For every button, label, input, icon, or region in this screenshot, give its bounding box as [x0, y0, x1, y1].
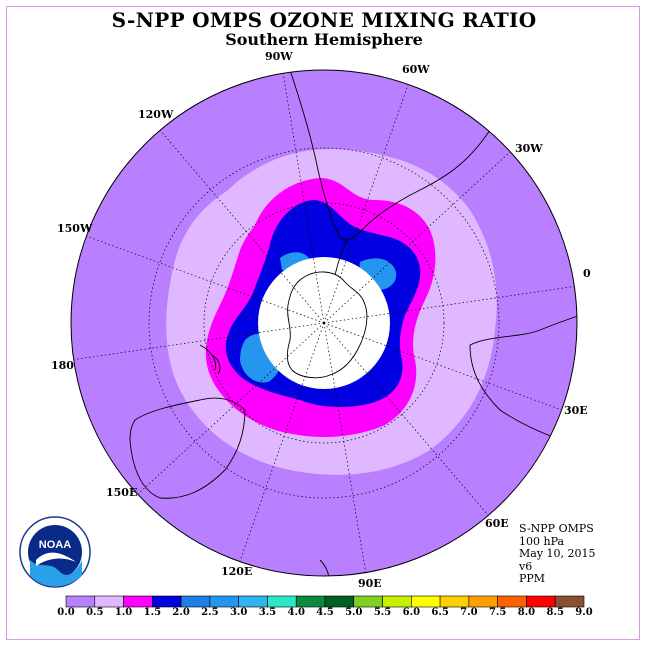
lon-label-120e: 120E	[221, 565, 253, 578]
lon-label-120w: 120W	[138, 108, 174, 121]
lon-label-180: 180	[51, 359, 74, 372]
colorbar-tick-label: 4.0	[287, 607, 305, 618]
colorbar-tick-label: 2.5	[201, 607, 219, 618]
info-date: May 10, 2015	[519, 547, 596, 561]
lon-label-150e: 150E	[106, 486, 138, 499]
islands	[249, 559, 329, 576]
map-title: S-NPP OMPS OZONE MIXING RATIO	[111, 8, 537, 32]
colorbar-tick-label: 2.0	[172, 607, 190, 618]
colorbar-tick-label: 8.5	[546, 607, 564, 618]
lon-label-0: 0	[583, 267, 591, 280]
info-version: v6	[519, 559, 533, 573]
colorbar-tick-label: 6.5	[431, 607, 449, 618]
colorbar-tick-label: 1.0	[114, 607, 133, 618]
map-subtitle: Southern Hemisphere	[225, 30, 423, 49]
map-border	[70, 69, 578, 577]
colorbar-tick-label: 9.0	[575, 607, 593, 618]
colorbar-tick-label: 3.0	[229, 607, 248, 618]
graticule	[71, 71, 577, 575]
lon-label-60e: 60E	[485, 517, 509, 530]
colorbar-tick-label: 7.5	[488, 607, 507, 618]
lon-label-90w: 90W	[265, 50, 293, 63]
colorbar-tick-label: 5.5	[373, 607, 392, 618]
lon-label-60w: 60W	[402, 63, 430, 76]
antarctic-peninsula	[334, 237, 349, 276]
lon-label-30w: 30W	[515, 142, 543, 155]
africa-coast	[469, 315, 577, 346]
colorbar-tick-label: 4.5	[316, 607, 334, 618]
info-units: PPM	[519, 572, 546, 586]
colorbar-tick-label: 0.5	[86, 607, 104, 618]
info-product: S-NPP OMPS	[519, 522, 594, 535]
new-zealand	[199, 344, 221, 375]
colorbar-tick-label: 6.0	[402, 607, 421, 618]
colorbar-tick-label: 8.0	[517, 607, 536, 618]
info-block: S-NPP OMPS 100 hPa May 10, 2015 v6 PPM	[519, 522, 596, 586]
antarctica-coast	[286, 271, 368, 379]
colorbar-tick-label: 3.5	[258, 607, 277, 618]
colorbar-tick-label: 1.5	[143, 607, 162, 618]
colorbar-tick-label: 0.0	[57, 607, 75, 618]
info-level: 100 hPa	[519, 534, 565, 548]
lon-label-30e: 30E	[564, 404, 588, 417]
figure-frame	[6, 6, 640, 640]
lon-label-90e: 90E	[358, 577, 382, 590]
lon-label-150w: 150W	[57, 222, 93, 235]
australia-coast	[129, 397, 246, 499]
colorbar-tick-label: 5.0	[345, 607, 363, 618]
colorbar-tick-label: 7.0	[460, 607, 478, 618]
